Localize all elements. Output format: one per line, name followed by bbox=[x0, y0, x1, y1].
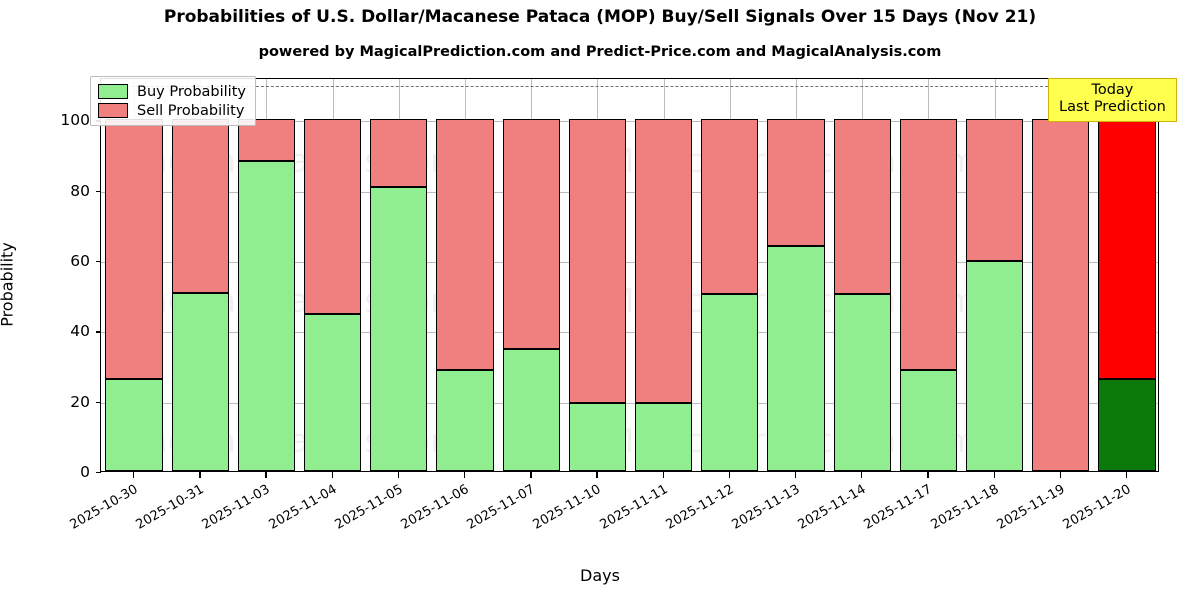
gridline-horizontal bbox=[101, 332, 1158, 334]
x-tick-mark bbox=[927, 472, 929, 478]
x-tick-mark bbox=[265, 472, 267, 478]
today-annotation: Today Last Prediction bbox=[1048, 78, 1177, 123]
bar-segment-buy bbox=[105, 378, 163, 471]
legend-item-buy: Buy Probability bbox=[98, 82, 246, 101]
x-axis-label: Days bbox=[580, 566, 620, 585]
bar-segment-buy bbox=[237, 161, 296, 471]
x-tick-mark bbox=[662, 472, 664, 478]
legend-swatch-buy bbox=[98, 84, 128, 99]
y-tick-mark bbox=[96, 260, 101, 263]
y-tick-label: 100 bbox=[60, 111, 90, 130]
bar-2025-10-30[interactable] bbox=[105, 79, 163, 471]
bar-segment-buy bbox=[304, 314, 362, 471]
chart-legend: Buy Probability Sell Probability bbox=[90, 76, 256, 126]
bar-2025-11-11[interactable] bbox=[634, 79, 693, 471]
x-tick-mark bbox=[596, 472, 598, 478]
x-tick-mark bbox=[861, 472, 863, 478]
gridline-horizontal bbox=[101, 121, 1158, 123]
bar-segment-sell bbox=[568, 119, 627, 403]
x-tick-mark bbox=[464, 472, 466, 478]
gridline-horizontal bbox=[101, 191, 1158, 193]
bar-segment-buy bbox=[767, 245, 825, 471]
bar-segment-sell bbox=[899, 119, 957, 370]
bar-2025-11-10[interactable] bbox=[568, 79, 627, 471]
y-tick-label: 20 bbox=[70, 392, 90, 411]
y-tick-label: 40 bbox=[70, 322, 90, 341]
bar-segment-sell bbox=[105, 119, 163, 379]
x-tick-mark bbox=[1059, 472, 1062, 478]
x-tick-mark bbox=[199, 472, 201, 478]
bar-2025-11-14[interactable] bbox=[833, 79, 891, 471]
bar-segment-sell bbox=[634, 119, 693, 404]
bar-2025-11-06[interactable] bbox=[436, 79, 494, 471]
x-tick-mark bbox=[331, 472, 333, 478]
bar-segment-buy bbox=[833, 293, 891, 471]
gridline-horizontal bbox=[101, 402, 1158, 404]
bar-2025-11-20[interactable] bbox=[1098, 79, 1156, 471]
bar-segment-sell bbox=[1032, 119, 1090, 471]
plot-inner: MagicalAnalysis.comMagicalPrediction.com… bbox=[101, 79, 1158, 471]
bar-segment-buy bbox=[701, 293, 759, 471]
plot-area: MagicalAnalysis.comMagicalPrediction.com… bbox=[100, 78, 1159, 472]
x-tick-mark bbox=[794, 472, 797, 478]
y-tick-mark bbox=[96, 190, 101, 192]
bar-segment-sell bbox=[171, 119, 229, 293]
legend-label-buy: Buy Probability bbox=[137, 83, 246, 100]
bar-segment-sell bbox=[767, 119, 825, 246]
bar-segment-buy bbox=[502, 348, 560, 471]
today-annotation-line1: Today bbox=[1091, 82, 1134, 98]
bar-segment-buy bbox=[370, 186, 428, 471]
y-axis: 0 20 40 60 80 100 bbox=[0, 0, 101, 600]
legend-label-sell: Sell Probability bbox=[137, 102, 245, 119]
bar-segment-buy bbox=[634, 403, 693, 471]
bar-2025-11-12[interactable] bbox=[701, 79, 759, 471]
bar-segment-sell bbox=[304, 119, 362, 315]
bar-2025-11-19[interactable] bbox=[1032, 79, 1090, 471]
bar-segment-sell bbox=[965, 119, 1024, 262]
bar-segment-sell bbox=[436, 119, 494, 370]
x-tick-mark bbox=[1125, 472, 1128, 478]
bar-segment-buy bbox=[965, 261, 1024, 471]
chart-subtitle: powered by MagicalPrediction.com and Pre… bbox=[258, 44, 942, 60]
bar-segment-buy bbox=[899, 369, 957, 471]
bar-2025-11-03[interactable] bbox=[237, 79, 296, 471]
y-tick-label: 80 bbox=[70, 181, 90, 200]
y-tick-mark bbox=[96, 331, 101, 333]
bar-2025-11-07[interactable] bbox=[502, 79, 560, 471]
y-tick-mark bbox=[96, 401, 101, 403]
y-axis-label: Probability bbox=[0, 242, 17, 327]
bar-2025-11-13[interactable] bbox=[767, 79, 825, 471]
chart-title: Probabilities of U.S. Dollar/Macanese Pa… bbox=[163, 7, 1037, 27]
bar-segment-buy bbox=[568, 402, 627, 471]
x-tick-mark bbox=[728, 472, 731, 478]
x-tick-mark bbox=[530, 472, 532, 478]
today-annotation-line2: Last Prediction bbox=[1059, 99, 1166, 116]
bar-segment-buy bbox=[436, 369, 494, 471]
bar-2025-11-18[interactable] bbox=[965, 79, 1024, 471]
bar-segment-sell bbox=[370, 119, 428, 187]
gridline-horizontal bbox=[101, 261, 1158, 263]
bar-2025-11-04[interactable] bbox=[304, 79, 362, 471]
bar-segment-sell bbox=[833, 119, 891, 294]
bar-segment-buy bbox=[171, 292, 229, 471]
bar-segment-buy bbox=[1098, 378, 1156, 471]
bar-2025-11-05[interactable] bbox=[370, 79, 428, 471]
y-tick-mark bbox=[96, 472, 101, 474]
bar-segment-sell bbox=[701, 119, 759, 294]
legend-item-sell: Sell Probability bbox=[98, 101, 246, 120]
bar-2025-11-17[interactable] bbox=[899, 79, 957, 471]
bar-segment-sell bbox=[1098, 119, 1156, 379]
threshold-line bbox=[101, 86, 1158, 88]
y-tick-label: 0 bbox=[80, 463, 90, 481]
bar-2025-10-31[interactable] bbox=[171, 79, 229, 471]
y-tick-label: 60 bbox=[70, 251, 90, 270]
x-tick-mark bbox=[993, 472, 995, 478]
x-tick-mark bbox=[397, 472, 400, 478]
bar-segment-sell bbox=[502, 119, 560, 349]
legend-swatch-sell bbox=[98, 103, 128, 118]
bar-segment-sell bbox=[237, 119, 296, 162]
x-tick-mark bbox=[133, 472, 135, 478]
